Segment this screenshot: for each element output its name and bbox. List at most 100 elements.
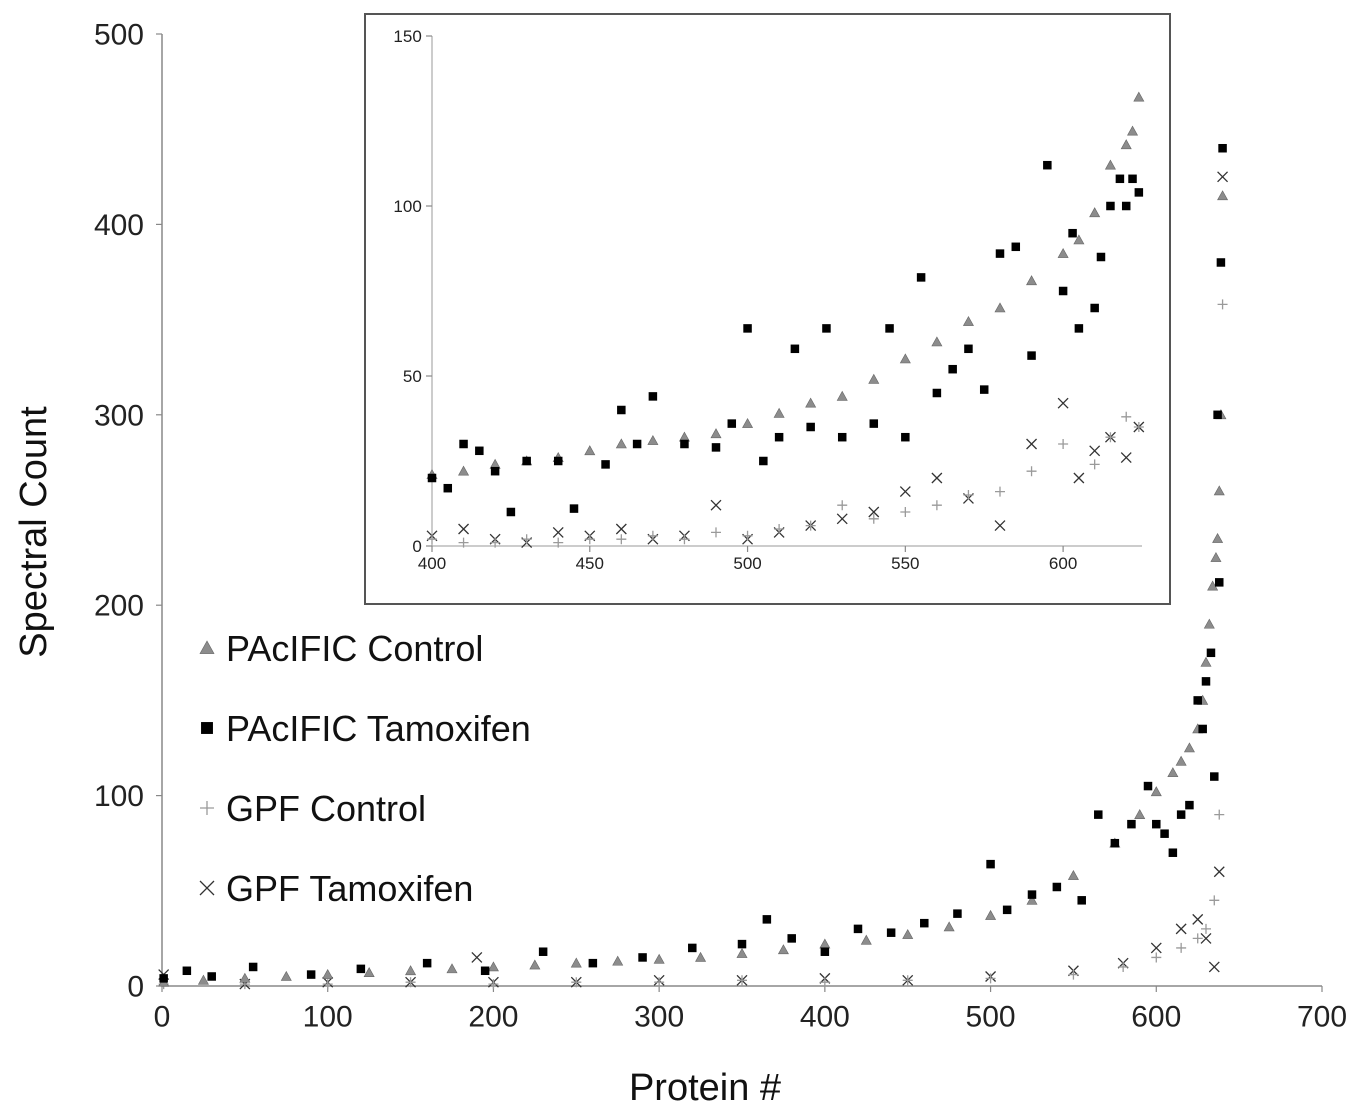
inset-point-square [632, 439, 642, 449]
main-point-square [1218, 143, 1227, 153]
main-y-tick-label: 0 [127, 971, 144, 1004]
main-point-triangle [695, 951, 707, 962]
main-point-plus [405, 977, 416, 988]
main-point-square [1185, 800, 1194, 810]
inset-point-square [995, 249, 1005, 258]
main-point-square [1198, 724, 1207, 734]
main-point-plus [488, 979, 499, 990]
main-point-square [588, 958, 598, 968]
inset-point-square [1096, 252, 1106, 262]
main-point-cross [1150, 942, 1162, 954]
main-point-plus [902, 975, 913, 986]
inset-point-square [459, 439, 468, 449]
main-point-cross [1192, 913, 1204, 925]
inset-point-cross [552, 526, 564, 538]
main-y-tick-label: 100 [94, 780, 144, 813]
main-point-square [1110, 838, 1120, 848]
legend-label-pacific-control: PAcIFIC Control [226, 628, 483, 669]
main-point-triangle [653, 953, 665, 964]
inset-point-plus [837, 500, 848, 511]
legend-label-gpf-tamoxifen: GPF Tamoxifen [226, 868, 473, 909]
main-point-triangle [1067, 869, 1079, 880]
inset-point-triangle [458, 465, 470, 476]
inset-point-square [948, 364, 957, 374]
inset-point-plus [1026, 466, 1037, 477]
legend-label-pacific-tamoxifen: PAcIFIC Tamoxifen [226, 708, 531, 749]
inset-point-plus [521, 534, 532, 545]
main-y-tick-label: 200 [94, 590, 144, 623]
inset-point-cross [994, 520, 1006, 532]
main-point-square [1052, 882, 1062, 892]
inset-series-gpf-control [427, 411, 1144, 548]
inset-point-triangle [1127, 125, 1139, 136]
inset-point-cross [1120, 452, 1132, 464]
inset-point-cross [1026, 438, 1038, 450]
inset-point-square [979, 385, 989, 394]
main-point-triangle [1026, 894, 1038, 905]
main-point-square [986, 859, 995, 869]
main-point-triangle [1217, 190, 1229, 201]
inset-point-triangle [899, 353, 911, 364]
main-point-square [480, 966, 490, 976]
main-x-tick-label: 100 [303, 1001, 353, 1034]
inset-point-square [916, 273, 926, 282]
inset-point-square [964, 344, 973, 354]
main-point-triangle [1213, 485, 1225, 496]
main-point-square [1215, 578, 1224, 587]
inset-series-pacific-tamoxifen [427, 160, 1144, 517]
main-point-square [787, 934, 796, 943]
main-point-triangle [239, 972, 251, 983]
main-point-triangle [1203, 618, 1215, 629]
main-point-square [182, 966, 192, 976]
main-point-plus [737, 975, 747, 986]
main-point-plus [1151, 952, 1162, 963]
main-point-triangle [570, 957, 582, 968]
main-point-triangle [1167, 767, 1179, 778]
legend-label-gpf-control: GPF Control [226, 788, 426, 829]
inset-point-triangle [742, 417, 754, 428]
inset-x-tick-label: 400 [418, 554, 446, 573]
main-point-triangle [860, 934, 872, 945]
inset-point-plus [963, 490, 974, 500]
main-point-square [1152, 819, 1161, 829]
main-point-square [1127, 819, 1136, 829]
main-point-plus [985, 973, 996, 984]
inset-point-plus [553, 537, 564, 548]
main-point-triangle [280, 970, 292, 981]
inset-point-triangle [647, 434, 659, 445]
inset-point-square [490, 466, 500, 476]
inset-point-plus [931, 500, 942, 511]
main-point-triangle [529, 959, 541, 970]
inset-point-cross [458, 523, 470, 535]
main-point-square [953, 909, 962, 918]
inset-point-plus [742, 530, 753, 541]
main-point-triangle [1210, 551, 1222, 562]
inset-x-tick-label: 550 [891, 554, 919, 573]
main-point-triangle [1150, 786, 1162, 797]
main-point-square [306, 970, 316, 979]
main-point-square [737, 939, 747, 949]
main-x-tick-label: 600 [1131, 1001, 1181, 1034]
inset-point-plus [995, 486, 1005, 497]
main-point-triangle [819, 938, 831, 949]
inset-y-tick-label: 150 [393, 27, 421, 46]
legend-marker-gpf-control [200, 801, 214, 815]
inset-point-triangle [710, 428, 722, 439]
inset-point-square [885, 324, 894, 333]
inset-x-tick-label: 450 [576, 554, 604, 573]
inset-point-triangle [1120, 139, 1132, 150]
main-point-plus [1217, 299, 1228, 310]
main-point-square [1216, 258, 1226, 267]
inset-point-square [1011, 242, 1021, 252]
inset-y-tick-label: 0 [412, 537, 421, 556]
inset-point-plus [1121, 411, 1132, 422]
inset-point-square [1068, 228, 1077, 238]
main-series-pacific-tamoxifen [159, 143, 1227, 983]
inset-point-square [443, 483, 453, 493]
inset-point-cross [1057, 397, 1069, 409]
inset-point-plus [774, 524, 785, 534]
inset-point-square [1027, 351, 1036, 360]
main-point-square [853, 924, 863, 934]
inset-point-cross [836, 513, 848, 525]
inset-point-square [1121, 201, 1131, 211]
